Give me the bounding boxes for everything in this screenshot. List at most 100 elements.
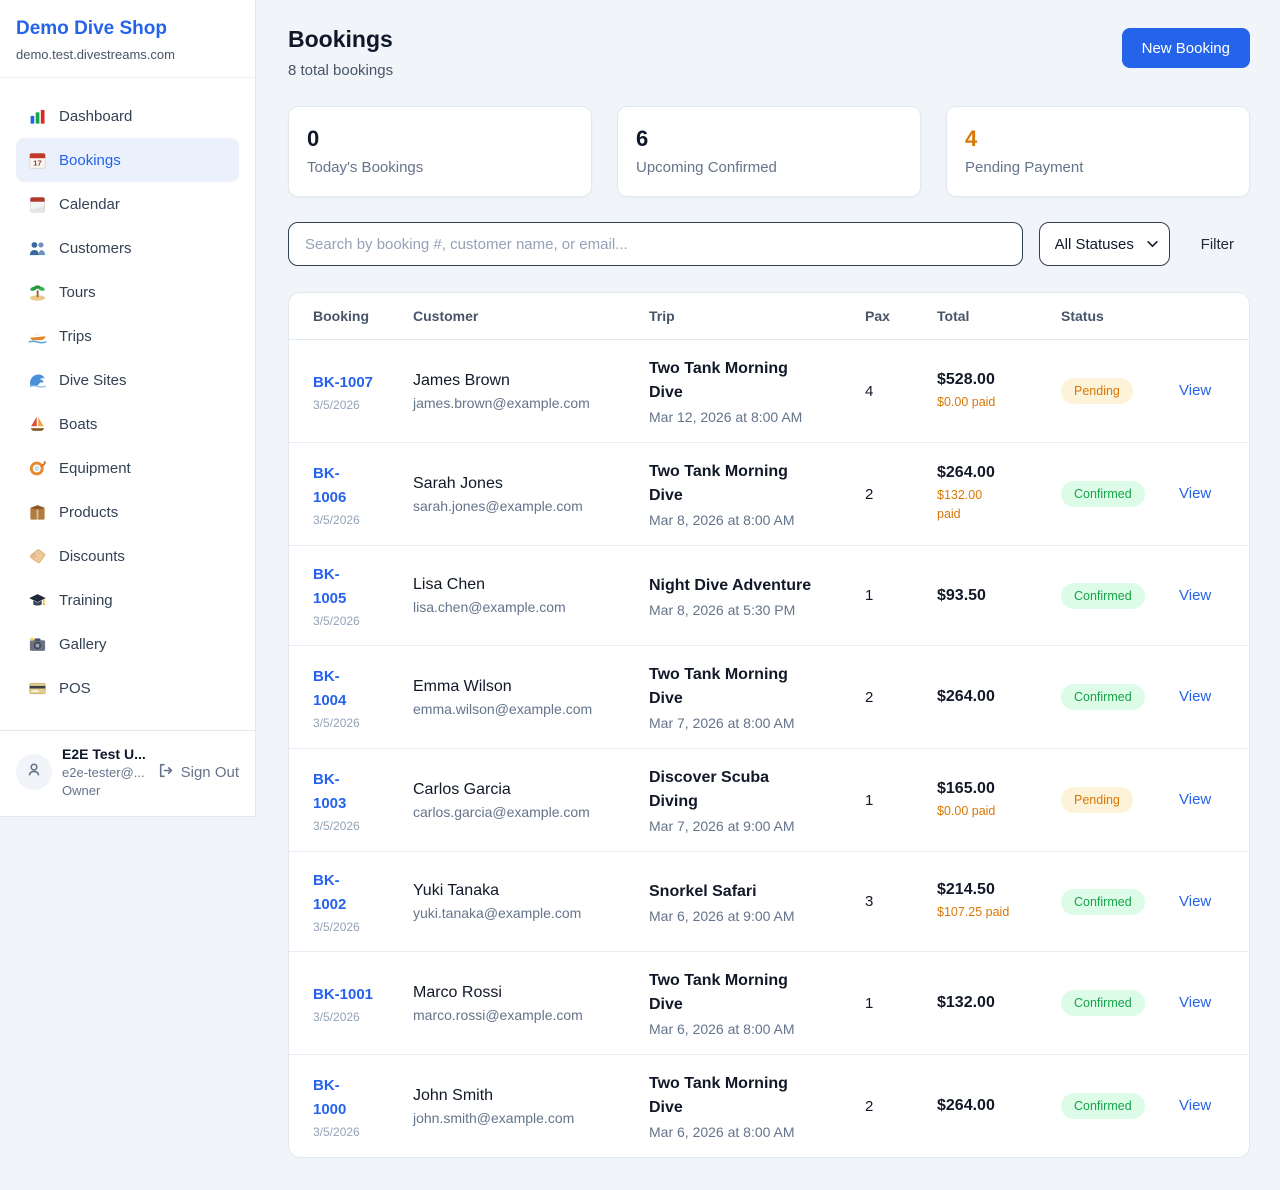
view-link[interactable]: View: [1179, 485, 1212, 502]
booking-number-link[interactable]: BK- 1002: [313, 872, 347, 913]
sidebar-item-dive-sites[interactable]: Dive Sites: [16, 358, 239, 402]
sidebar-item-equipment[interactable]: Equipment: [16, 446, 239, 490]
booking-number-link[interactable]: BK- 1006: [313, 464, 347, 506]
sidebar-item-boats[interactable]: Boats: [16, 402, 239, 446]
column-header-booking: Booking: [289, 293, 401, 340]
view-link[interactable]: View: [1179, 586, 1212, 604]
view-link[interactable]: View: [1179, 791, 1212, 808]
new-booking-button[interactable]: New Booking: [1121, 28, 1250, 68]
user-email: e2e-tester@...: [62, 765, 145, 780]
status-select[interactable]: All Statuses: [1038, 222, 1170, 266]
tag-icon: [28, 547, 47, 566]
page-title-block: Bookings 8 total bookings: [288, 26, 393, 79]
stat-label: Today's Bookings: [307, 159, 424, 176]
booking-date: 3/5/2026: [313, 1124, 360, 1139]
booking-number-link[interactable]: BK- 1005: [313, 566, 347, 607]
status-badge: Confirmed: [1061, 481, 1145, 507]
sign-out-button[interactable]: Sign Out: [157, 762, 239, 783]
booking-row: BK- 1003 3/5/2026 Carlos Garcia carlos.garc…: [289, 748, 1249, 852]
customer-email: carlos.garcia@example.com: [413, 803, 590, 820]
booking-number-link[interactable]: BK- 1000: [313, 1076, 347, 1118]
stat-label: Upcoming Confirmed: [636, 159, 777, 176]
sidebar-item-gallery[interactable]: Gallery: [16, 622, 239, 666]
status-badge: Confirmed: [1061, 684, 1145, 710]
filters-bar: All Statuses Filter: [288, 222, 1250, 266]
column-header-total: Total: [925, 293, 1049, 340]
status-badge: Confirmed: [1061, 582, 1145, 609]
sidebar-item-label: Trips: [59, 327, 92, 345]
user-name: E2E Test U...: [62, 746, 146, 762]
column-header-actions: [1167, 293, 1249, 340]
wave-icon: [28, 371, 47, 390]
sidebar-item-label: Discounts: [59, 547, 125, 565]
speedboat-icon: [28, 327, 47, 346]
sidebar-item-dashboard[interactable]: Dashboard: [16, 94, 239, 138]
customer-name: Marco Rossi: [413, 983, 502, 1001]
trip-datetime: Mar 12, 2026 at 8:00 AM: [649, 409, 803, 425]
page-title: Bookings: [288, 26, 393, 52]
total-amount: $264.00: [937, 1097, 995, 1114]
customer-email: yuki.tanaka@example.com: [413, 905, 582, 921]
trip-name: Two Tank Morning Dive: [649, 972, 788, 1013]
view-link[interactable]: View: [1179, 688, 1212, 705]
sidebar-item-bookings[interactable]: 17 Bookings: [16, 138, 239, 182]
trip-name: Two Tank Morning Dive: [649, 1075, 788, 1116]
booking-row: BK-1001 3/5/2026 Marco Rossi marco.rossi@ex…: [289, 951, 1249, 1055]
sidebar-item-discounts[interactable]: Discounts: [16, 534, 239, 578]
sidebar-item-label: Equipment: [59, 459, 131, 477]
grad-cap-icon: [28, 591, 47, 610]
paid-amount: $107.25 paid: [937, 905, 1010, 920]
page-subtitle: 8 total bookings: [288, 62, 394, 79]
booking-date: 3/5/2026: [313, 397, 360, 412]
booking-number-link[interactable]: BK- 1004: [313, 667, 347, 709]
bookings-table-body: BK-1007 3/5/2026 James Brown james.brown@ex…: [289, 340, 1249, 1157]
column-header-trip: Trip: [637, 293, 853, 340]
sidebar-item-label: Gallery: [59, 635, 107, 653]
calendar-17-icon: 17: [28, 151, 47, 170]
stat-card-today-s-bookings: 0 Today's Bookings: [288, 106, 592, 197]
sidebar-item-products[interactable]: Products: [16, 490, 239, 534]
bookings-table-card: Booking Customer Trip Pax Total Status BK-100…: [288, 292, 1250, 1158]
pax-count: 1: [865, 791, 874, 809]
sidebar-item-trips[interactable]: Trips: [16, 314, 239, 358]
trip-name: Two Tank Morning Dive: [649, 463, 788, 504]
status-badge: Confirmed: [1061, 990, 1145, 1016]
view-link[interactable]: View: [1179, 1097, 1212, 1114]
trip-datetime: Mar 6, 2026 at 9:00 AM: [649, 907, 795, 924]
pax-count: 1: [865, 587, 874, 604]
sidebar-item-label: Tours: [59, 283, 96, 301]
total-amount: $93.50: [937, 586, 986, 604]
sidebar-item-training[interactable]: Training: [16, 578, 239, 622]
booking-date: 3/5/2026: [313, 715, 360, 730]
pax-count: 4: [865, 382, 874, 400]
view-link[interactable]: View: [1179, 382, 1212, 399]
sidebar-item-calendar[interactable]: Calendar: [16, 182, 239, 226]
filter-button[interactable]: Filter: [1200, 235, 1234, 253]
view-link[interactable]: View: [1179, 994, 1212, 1011]
sidebar-item-label: Customers: [59, 239, 132, 257]
sidebar-item-customers[interactable]: Customers: [16, 226, 239, 270]
search-input[interactable]: [288, 222, 1023, 266]
sidebar-item-pos[interactable]: POS: [16, 666, 239, 710]
pax-count: 2: [865, 485, 874, 503]
user-role: Owner: [62, 783, 101, 798]
booking-row: BK- 1005 3/5/2026 Lisa Chen lisa.chen@examp…: [289, 545, 1249, 646]
trip-datetime: Mar 8, 2026 at 5:30 PM: [649, 601, 796, 618]
stat-card-upcoming-confirmed: 6 Upcoming Confirmed: [617, 106, 921, 197]
booking-number-link[interactable]: BK-1007: [313, 373, 374, 391]
customer-email: lisa.chen@example.com: [413, 599, 566, 615]
status-badge: Pending: [1061, 787, 1133, 813]
paid-amount: $0.00 paid: [937, 803, 996, 818]
booking-number-link[interactable]: BK-1001: [313, 985, 374, 1003]
total-amount: $132.00: [937, 994, 995, 1011]
user-info: E2E Test U... e2e-tester@... Owner: [62, 746, 147, 798]
trip-datetime: Mar 7, 2026 at 9:00 AM: [649, 818, 795, 834]
view-link[interactable]: View: [1179, 892, 1212, 910]
bar-chart-icon: [28, 107, 47, 126]
sidebar-item-label: Bookings: [59, 151, 121, 169]
brand-domain: demo.test.divestreams.com: [16, 47, 175, 62]
sidebar-item-tours[interactable]: Tours: [16, 270, 239, 314]
booking-number-link[interactable]: BK- 1003: [313, 770, 347, 812]
booking-row: BK- 1004 3/5/2026 Emma Wilson emma.wilson@e…: [289, 645, 1249, 749]
